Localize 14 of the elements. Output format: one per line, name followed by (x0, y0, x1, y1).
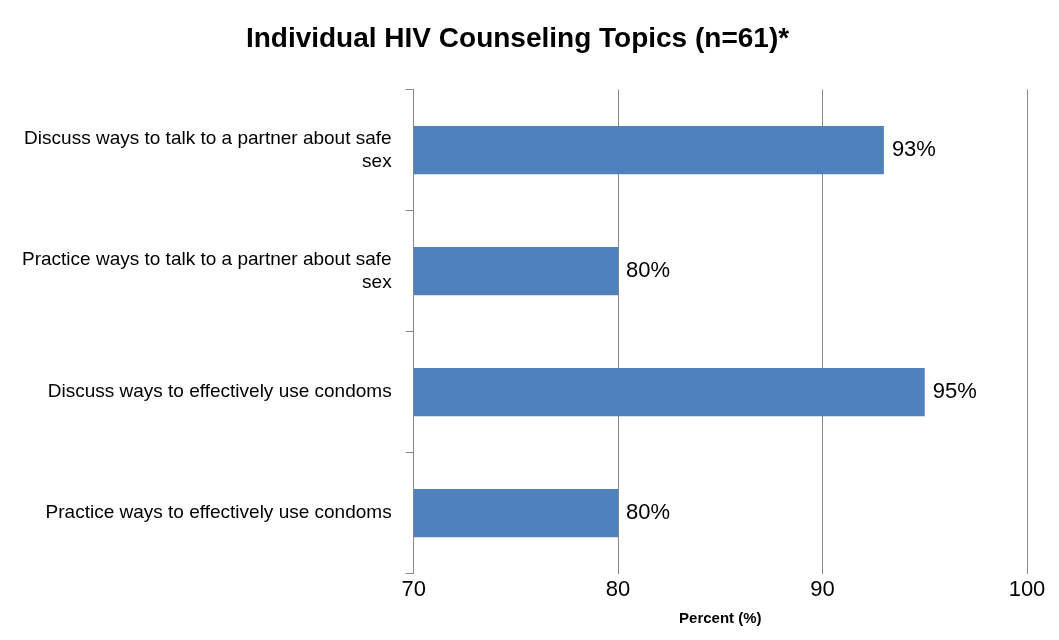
x-tick-label: 100 (1008, 575, 1046, 601)
x-tick-label: 90 (810, 575, 835, 601)
x-tick-label: 70 (401, 575, 426, 601)
data-label: 80% (626, 257, 671, 283)
x-tick-label: 80 (605, 575, 631, 601)
y-tick-label: Practice ways to effectively use condoms (45, 501, 392, 523)
data-label: 93% (891, 136, 936, 162)
y-tick-label: Practice ways to talk to a partner about safe sex (22, 247, 393, 292)
chart-title: Individual HIV Counseling Topics (n=61)* (245, 21, 790, 53)
data-label: 80% (626, 499, 671, 525)
x-axis-title: Percent (%) (679, 609, 762, 627)
y-tick-label: Discuss ways to effectively use condoms (47, 380, 392, 402)
data-label: 95% (932, 378, 977, 404)
y-tick-label: Discuss ways to talk to a partner about safe sex (24, 126, 393, 171)
